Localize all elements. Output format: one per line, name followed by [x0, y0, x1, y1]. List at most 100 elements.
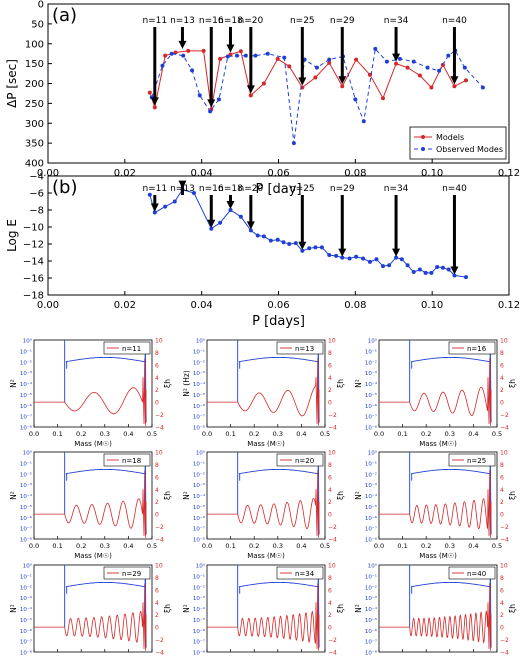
- right-y-tick-label: 10: [155, 450, 163, 457]
- data-point-models: [201, 48, 206, 53]
- right-y-tick-label: 0: [155, 400, 159, 407]
- left-y-tick-label: 10⁻⁵: [365, 617, 377, 624]
- right-y-tick-label: 8: [328, 575, 332, 582]
- mode-label: n=11: [142, 184, 167, 194]
- data-point-models: [327, 60, 332, 65]
- right-y-tick-label: 6: [500, 362, 504, 369]
- data-point-log-e: [399, 257, 404, 262]
- x-tick-label: 0.3: [273, 430, 283, 438]
- right-y-tick-label: 6: [155, 587, 159, 594]
- mode-panel-n16: 0.0 0.1 0.2 0.3 0.4 0.5 Mass (M☉) 10⁰ 10⁻¹ 10⁻² 10…: [354, 338, 517, 449]
- left-y-tick-label: 10⁻⁴: [365, 493, 378, 500]
- left-y-tick-label: 10⁻¹: [20, 460, 32, 467]
- mode-arrow-head: [207, 219, 216, 228]
- xi-eigenfunction-curve: [207, 470, 320, 538]
- mode-label: n=40: [442, 16, 467, 26]
- panel-legend-box: [103, 566, 151, 580]
- x-tick-label: 0.3: [445, 430, 455, 438]
- data-point-models: [394, 61, 399, 66]
- right-y-tick-label: 0: [500, 625, 504, 632]
- mode-arrow-head: [450, 266, 459, 275]
- data-point-models: [417, 73, 422, 78]
- left-y-tick-label: 10⁻¹: [365, 348, 377, 355]
- data-point-log-e: [327, 253, 332, 258]
- right-y-tick-label: 4: [500, 600, 504, 607]
- data-point-log-e: [405, 263, 410, 268]
- right-y-tick-label: 8: [155, 350, 159, 357]
- left-y-tick-label: 10⁻³: [20, 370, 32, 377]
- data-point-log-e: [435, 264, 440, 269]
- n2-curve: [410, 462, 492, 535]
- data-point-log-e: [261, 234, 266, 239]
- right-y-tick-label: 4: [328, 487, 332, 494]
- left-y-tick-label: 10⁻⁶: [193, 515, 206, 522]
- panel-letter: (b): [52, 177, 77, 198]
- left-y-tick-label: 10⁻¹: [193, 460, 205, 467]
- right-y-tick-label: −4: [155, 537, 164, 544]
- right-y-tick-label: 4: [500, 487, 504, 494]
- left-y-axis-label: N²: [9, 491, 18, 500]
- left-y-tick-label: 10⁰: [23, 450, 33, 457]
- panel-legend-box: [276, 341, 324, 355]
- data-point-observed: [384, 59, 389, 64]
- data-point-log-e: [347, 256, 352, 261]
- data-point-log-e: [172, 199, 177, 204]
- n2-curve: [410, 575, 492, 648]
- left-y-tick-label: 10⁻⁷: [193, 639, 205, 646]
- x-tick-label: 0.4: [123, 430, 133, 438]
- left-y-axis-label: N² (Hz): [182, 370, 191, 397]
- data-point-observed: [314, 65, 319, 70]
- left-y-tick-label: 10⁻³: [20, 595, 32, 602]
- left-y-axis-label: N²: [354, 491, 363, 500]
- right-y-tick-label: 0: [500, 400, 504, 407]
- panel-legend-label: n=13: [295, 345, 314, 353]
- right-y-tick-label: −2: [500, 524, 509, 531]
- y-tick-label: −16: [23, 274, 44, 285]
- x-tick-label: 0.3: [445, 542, 455, 550]
- left-y-tick-label: 10⁰: [368, 338, 378, 345]
- legend-label: Models: [436, 133, 464, 142]
- right-y-tick-label: 6: [500, 587, 504, 594]
- right-y-axis-label: ξh: [163, 491, 172, 500]
- right-y-tick-label: 8: [155, 462, 159, 469]
- x-tick-label: 0.1: [397, 430, 407, 438]
- right-y-tick-label: 0: [155, 512, 159, 519]
- left-y-tick-label: 10⁻⁴: [20, 606, 33, 613]
- right-y-tick-label: 2: [328, 387, 332, 394]
- left-y-tick-label: 10⁻⁸: [193, 425, 206, 432]
- left-y-tick-label: 10⁻⁸: [20, 650, 33, 656]
- left-y-tick-label: 10⁻⁷: [365, 639, 377, 646]
- right-y-axis-label: ξh: [336, 491, 345, 500]
- mode-label: n=40: [442, 184, 467, 194]
- left-y-tick-label: 10⁻⁵: [20, 392, 32, 399]
- mode-arrow-head: [392, 248, 401, 257]
- y-tick-label: 150: [25, 59, 44, 70]
- x-tick-label: 0.4: [468, 542, 478, 550]
- right-y-tick-label: 0: [328, 512, 332, 519]
- data-point-log-e: [367, 259, 372, 264]
- data-point-models: [152, 105, 157, 110]
- right-y-tick-label: 8: [500, 462, 504, 469]
- left-y-tick-label: 10⁻¹: [365, 460, 377, 467]
- legend-box: [409, 126, 507, 160]
- left-y-tick-label: 10⁻⁸: [193, 537, 206, 544]
- y-tick-label: −8: [29, 206, 44, 217]
- left-y-tick-label: 10⁻¹: [20, 348, 32, 355]
- left-y-tick-label: 10⁻¹: [193, 348, 205, 355]
- panel-legend-box: [448, 566, 496, 580]
- data-point-log-e: [218, 220, 223, 225]
- right-y-tick-label: 2: [500, 612, 504, 619]
- mode-panel-n13: 0.0 0.1 0.2 0.3 0.4 0.5 Mass (M☉) 10⁰ 10⁻¹ 10⁻² 10…: [182, 338, 345, 449]
- x-tick-label: 0.2: [76, 542, 86, 550]
- series-line-models: [149, 50, 467, 110]
- left-y-tick-label: 10⁰: [368, 563, 378, 570]
- panel-frame: [378, 451, 498, 540]
- x-tick-label: 0.0: [29, 430, 39, 438]
- legend-label: Observed Modes: [436, 145, 503, 154]
- n2-curve: [410, 350, 492, 423]
- panel-frame: [33, 339, 153, 428]
- x-tick-label: 0.12: [498, 300, 520, 311]
- x-axis-label: P [day]: [255, 182, 301, 197]
